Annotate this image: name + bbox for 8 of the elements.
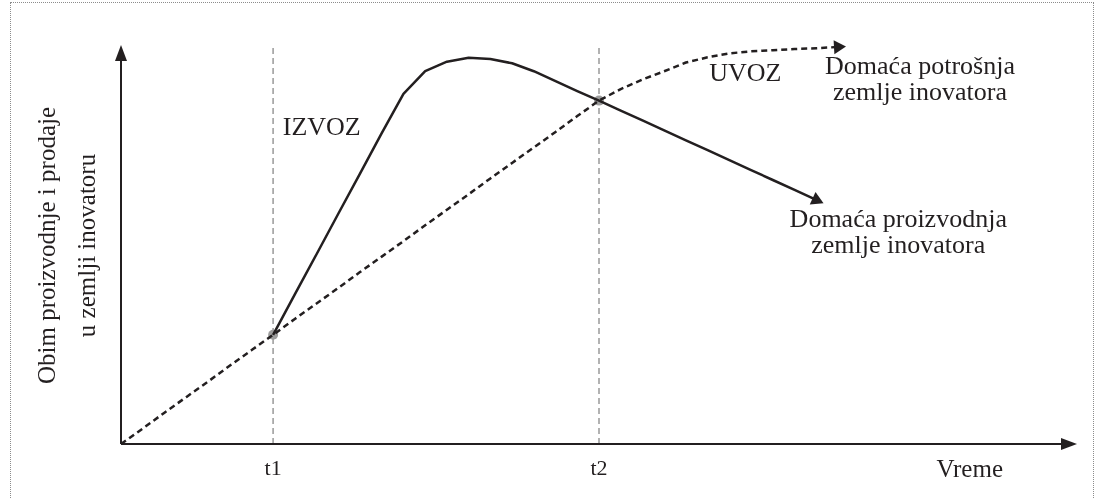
annotation: IZVOZ [282,111,361,141]
x-tick-label: t1 [264,455,282,480]
series-label: Domaća potrošnja zemlje inovatora [825,51,1016,106]
y-axis-title: Obim proizvodnje i prodaje u zemlji inovatoru [32,106,100,385]
x-axis-title: Vreme [936,455,1003,482]
series-label: Domaća proizvodnja zemlje inovatora [789,203,1008,259]
x-tick-label: t2 [590,455,608,480]
annotation: UVOZ [709,57,782,87]
